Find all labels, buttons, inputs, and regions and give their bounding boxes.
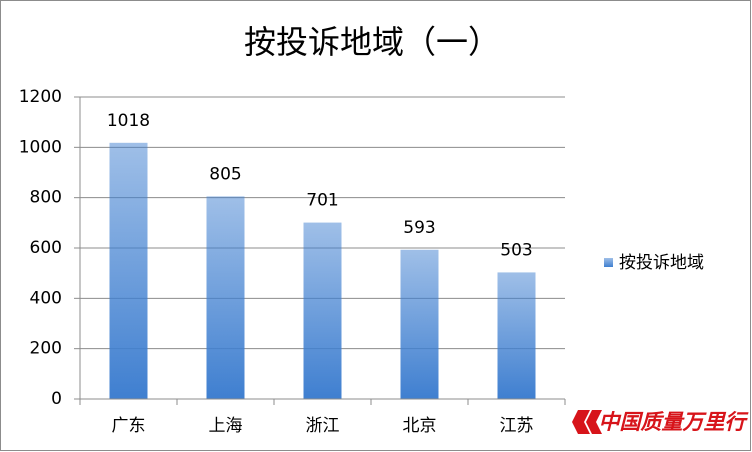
watermark-logo: [572, 410, 602, 434]
legend-swatch: [604, 258, 613, 267]
x-tick-label: 北京: [403, 416, 437, 436]
chart-title: 按投诉地域（一）: [244, 23, 500, 61]
y-tick-label: 600: [30, 238, 62, 258]
y-tick-label: 800: [30, 188, 62, 208]
x-tick-label: 浙江: [306, 416, 340, 436]
y-tick-label: 1200: [19, 87, 62, 107]
watermark: 中国质量万里行: [599, 410, 750, 434]
bar: [303, 222, 342, 399]
y-tick-label: 400: [30, 288, 62, 308]
bar: [400, 249, 439, 399]
bar: [206, 196, 245, 399]
x-tick-label: 江苏: [500, 416, 534, 436]
y-tick-label: 0: [51, 389, 62, 409]
bar: [109, 142, 148, 399]
data-label: 593: [403, 218, 435, 238]
data-label: 805: [209, 164, 241, 184]
data-label: 503: [500, 240, 532, 260]
legend-label: 按投诉地域: [619, 253, 704, 273]
data-label: 701: [306, 191, 338, 211]
x-tick-label: 广东: [112, 416, 146, 436]
y-tick-label: 1000: [19, 137, 62, 157]
x-tick-label: 上海: [209, 416, 243, 436]
y-tick-label: 200: [30, 339, 62, 359]
bar: [497, 272, 536, 399]
data-label: 1018: [107, 111, 150, 131]
